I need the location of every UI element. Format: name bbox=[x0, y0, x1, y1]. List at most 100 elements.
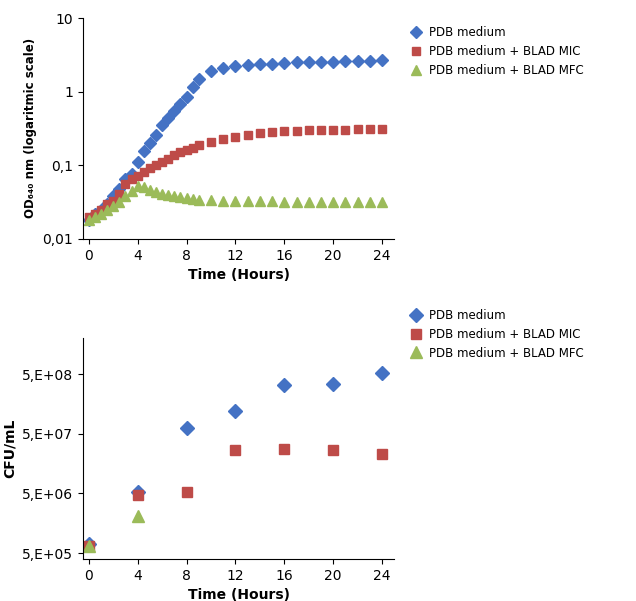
PDB medium + BLAD MIC bbox=[219, 136, 227, 143]
PDB medium + BLAD MIC bbox=[116, 191, 123, 198]
PDB medium bbox=[207, 67, 215, 75]
Line: PDB medium: PDB medium bbox=[84, 368, 387, 549]
PDB medium + BLAD MIC bbox=[103, 200, 111, 207]
PDB medium + BLAD MIC bbox=[329, 126, 337, 133]
PDB medium bbox=[280, 381, 288, 388]
PDB medium + BLAD MFC bbox=[280, 198, 288, 205]
PDB medium + BLAD MIC bbox=[366, 126, 374, 133]
PDB medium bbox=[219, 64, 227, 72]
PDB medium bbox=[329, 380, 337, 388]
Line: PDB medium + BLAD MFC: PDB medium + BLAD MFC bbox=[84, 182, 387, 225]
PDB medium bbox=[128, 171, 135, 178]
PDB medium bbox=[232, 63, 239, 70]
PDB medium bbox=[103, 200, 111, 207]
PDB medium bbox=[189, 84, 197, 91]
PDB medium + BLAD MIC bbox=[134, 491, 141, 498]
X-axis label: Time (Hours): Time (Hours) bbox=[188, 268, 289, 282]
PDB medium + BLAD MIC bbox=[207, 138, 215, 145]
PDB medium + BLAD MFC bbox=[378, 198, 386, 205]
PDB medium + BLAD MIC bbox=[354, 126, 361, 133]
PDB medium bbox=[244, 61, 251, 69]
PDB medium bbox=[140, 148, 148, 155]
PDB medium bbox=[158, 121, 166, 129]
PDB medium + BLAD MIC bbox=[85, 213, 93, 220]
PDB medium + BLAD MFC bbox=[305, 198, 312, 205]
PDB medium bbox=[195, 75, 203, 82]
PDB medium + BLAD MFC bbox=[103, 206, 111, 213]
PDB medium bbox=[170, 107, 178, 114]
PDB medium + BLAD MFC bbox=[85, 216, 93, 224]
Y-axis label: CFU/mL: CFU/mL bbox=[3, 419, 17, 478]
PDB medium + BLAD MIC bbox=[91, 210, 99, 217]
PDB medium bbox=[280, 59, 288, 67]
PDB medium bbox=[121, 175, 129, 183]
PDB medium + BLAD MFC bbox=[207, 196, 215, 203]
PDB medium + BLAD MFC bbox=[128, 187, 135, 194]
PDB medium + BLAD MIC bbox=[244, 131, 251, 138]
Legend: PDB medium, PDB medium + BLAD MIC, PDB medium + BLAD MFC: PDB medium, PDB medium + BLAD MIC, PDB m… bbox=[406, 24, 586, 79]
PDB medium bbox=[183, 424, 190, 432]
PDB medium bbox=[97, 206, 105, 213]
PDB medium + BLAD MFC bbox=[317, 198, 325, 205]
PDB medium bbox=[256, 61, 264, 68]
PDB medium bbox=[232, 407, 239, 415]
PDB medium + BLAD MIC bbox=[378, 450, 386, 457]
PDB medium bbox=[366, 57, 374, 64]
PDB medium + BLAD MIC bbox=[189, 144, 197, 151]
PDB medium bbox=[85, 216, 93, 224]
PDB medium + BLAD MFC bbox=[91, 213, 99, 220]
PDB medium bbox=[109, 192, 117, 200]
PDB medium + BLAD MFC bbox=[134, 512, 141, 519]
PDB medium bbox=[146, 139, 154, 147]
PDB medium + BLAD MIC bbox=[280, 127, 288, 135]
PDB medium + BLAD MFC bbox=[97, 210, 105, 217]
PDB medium bbox=[134, 159, 141, 166]
PDB medium + BLAD MFC bbox=[121, 192, 129, 200]
PDB medium + BLAD MIC bbox=[158, 158, 166, 165]
PDB medium + BLAD MFC bbox=[183, 194, 190, 201]
PDB medium + BLAD MFC bbox=[189, 195, 197, 203]
PDB medium bbox=[134, 489, 141, 496]
PDB medium + BLAD MIC bbox=[317, 126, 325, 133]
PDB medium + BLAD MIC bbox=[109, 197, 117, 204]
PDB medium + BLAD MIC bbox=[329, 447, 337, 454]
PDB medium bbox=[305, 58, 312, 66]
PDB medium bbox=[293, 59, 300, 66]
PDB medium + BLAD MIC bbox=[342, 126, 349, 133]
PDB medium bbox=[317, 58, 325, 66]
PDB medium bbox=[183, 93, 190, 100]
PDB medium bbox=[268, 60, 276, 67]
PDB medium + BLAD MIC bbox=[378, 125, 386, 132]
Line: PDB medium + BLAD MFC: PDB medium + BLAD MFC bbox=[83, 510, 143, 552]
Line: PDB medium: PDB medium bbox=[85, 56, 386, 224]
PDB medium + BLAD MFC bbox=[177, 194, 184, 201]
PDB medium + BLAD MFC bbox=[195, 196, 203, 203]
PDB medium + BLAD MIC bbox=[183, 489, 190, 496]
PDB medium + BLAD MFC bbox=[342, 198, 349, 205]
PDB medium + BLAD MFC bbox=[85, 543, 93, 550]
PDB medium + BLAD MFC bbox=[116, 198, 123, 205]
PDB medium + BLAD MIC bbox=[195, 141, 203, 148]
PDB medium + BLAD MFC bbox=[232, 197, 239, 204]
PDB medium + BLAD MIC bbox=[152, 161, 160, 168]
PDB medium + BLAD MIC bbox=[121, 181, 129, 188]
PDB medium bbox=[354, 58, 361, 65]
PDB medium + BLAD MIC bbox=[268, 129, 276, 136]
PDB medium + BLAD MFC bbox=[293, 198, 300, 205]
PDB medium + BLAD MIC bbox=[232, 447, 239, 454]
PDB medium bbox=[342, 58, 349, 65]
PDB medium + BLAD MFC bbox=[152, 189, 160, 196]
PDB medium + BLAD MFC bbox=[140, 184, 148, 191]
PDB medium bbox=[85, 541, 93, 548]
PDB medium + BLAD MFC bbox=[146, 186, 154, 194]
PDB medium + BLAD MFC bbox=[109, 203, 117, 210]
PDB medium + BLAD MIC bbox=[165, 155, 172, 162]
PDB medium + BLAD MFC bbox=[170, 192, 178, 200]
PDB medium bbox=[91, 210, 99, 217]
PDB medium + BLAD MFC bbox=[354, 198, 361, 205]
PDB medium + BLAD MFC bbox=[158, 190, 166, 197]
PDB medium + BLAD MIC bbox=[232, 133, 239, 140]
PDB medium + BLAD MIC bbox=[305, 127, 312, 134]
PDB medium + BLAD MIC bbox=[140, 168, 148, 175]
PDB medium + BLAD MFC bbox=[256, 197, 264, 204]
